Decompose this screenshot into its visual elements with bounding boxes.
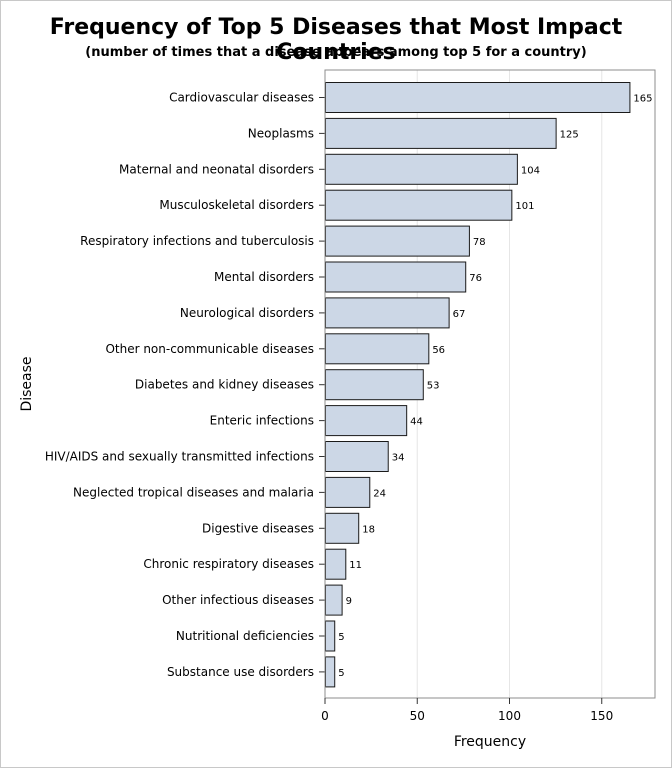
- category-label: Digestive diseases: [202, 521, 314, 535]
- bar: [325, 261, 467, 293]
- bar: [325, 117, 557, 149]
- data-label: 34: [392, 453, 405, 464]
- category-label: Maternal and neonatal disorders: [119, 162, 314, 176]
- data-label: 5: [338, 632, 344, 643]
- category-label: Neoplasms: [248, 126, 314, 140]
- bar: [325, 476, 371, 508]
- y-axis-title: Disease: [19, 356, 35, 411]
- bar: [325, 441, 389, 472]
- category-label: HIV/AIDS and sexually transmitted infect…: [45, 450, 314, 464]
- bar: [325, 369, 424, 401]
- bar: [325, 153, 518, 185]
- data-label: 9: [346, 596, 352, 607]
- data-label: 53: [427, 381, 440, 392]
- category-label: Substance use disorders: [167, 665, 314, 679]
- category-label: Chronic respiratory diseases: [143, 557, 314, 571]
- bar: [325, 189, 513, 221]
- bar: [325, 620, 336, 652]
- bar: [325, 333, 430, 365]
- axes: Cardiovascular diseases Neoplasms Maternal…: [45, 69, 656, 723]
- category-label: Other infectious diseases: [162, 593, 314, 607]
- data-label: 78: [473, 237, 486, 248]
- bars: 165 125 104 101 78 76 67 56 53 44 34 24 18 11 9 5 5: [325, 82, 653, 688]
- bar: [325, 656, 336, 688]
- category-label: Mental disorders: [214, 270, 314, 284]
- category-label: Other non-communicable diseases: [105, 342, 314, 356]
- category-label: Nutritional deficiencies: [176, 629, 314, 643]
- bar: [325, 225, 470, 257]
- bar: [325, 548, 347, 580]
- x-tick-label: 100: [498, 709, 521, 723]
- data-label: 125: [560, 129, 579, 140]
- data-label: 24: [373, 488, 386, 499]
- category-label: Cardiovascular diseases: [169, 91, 314, 105]
- category-label: Neglected tropical diseases and malaria: [73, 485, 314, 499]
- bar: [325, 512, 360, 544]
- category-label: Respiratory infections and tuberculosis: [80, 234, 314, 248]
- category-label: Musculoskeletal disorders: [159, 198, 314, 212]
- x-tick-label: 50: [410, 709, 425, 723]
- data-label: 44: [410, 417, 423, 428]
- chart-title: Frequency of Top 5 Diseases that Most Im…: [49, 15, 623, 65]
- x-tick-label: 0: [321, 709, 329, 723]
- data-label: 76: [469, 273, 482, 284]
- data-label: 67: [453, 309, 466, 320]
- chart-subtitle: (number of times that a disease appears …: [85, 45, 587, 60]
- category-label: Neurological disorders: [180, 306, 314, 320]
- data-label: 101: [515, 201, 534, 212]
- x-tick-label: 150: [590, 709, 613, 723]
- bar: [325, 82, 631, 113]
- plot-area-border: [324, 69, 656, 699]
- bar: [325, 584, 343, 616]
- bar: [325, 405, 408, 437]
- bar: [325, 297, 450, 329]
- data-label: 104: [521, 165, 540, 176]
- data-label: 165: [633, 94, 652, 105]
- data-label: 11: [349, 560, 362, 571]
- data-label: 56: [432, 345, 445, 356]
- category-label: Diabetes and kidney diseases: [135, 378, 314, 392]
- category-label: Enteric infections: [210, 414, 314, 428]
- data-label: 5: [338, 668, 344, 679]
- x-axis-title: Frequency: [454, 734, 526, 750]
- data-label: 18: [362, 524, 375, 535]
